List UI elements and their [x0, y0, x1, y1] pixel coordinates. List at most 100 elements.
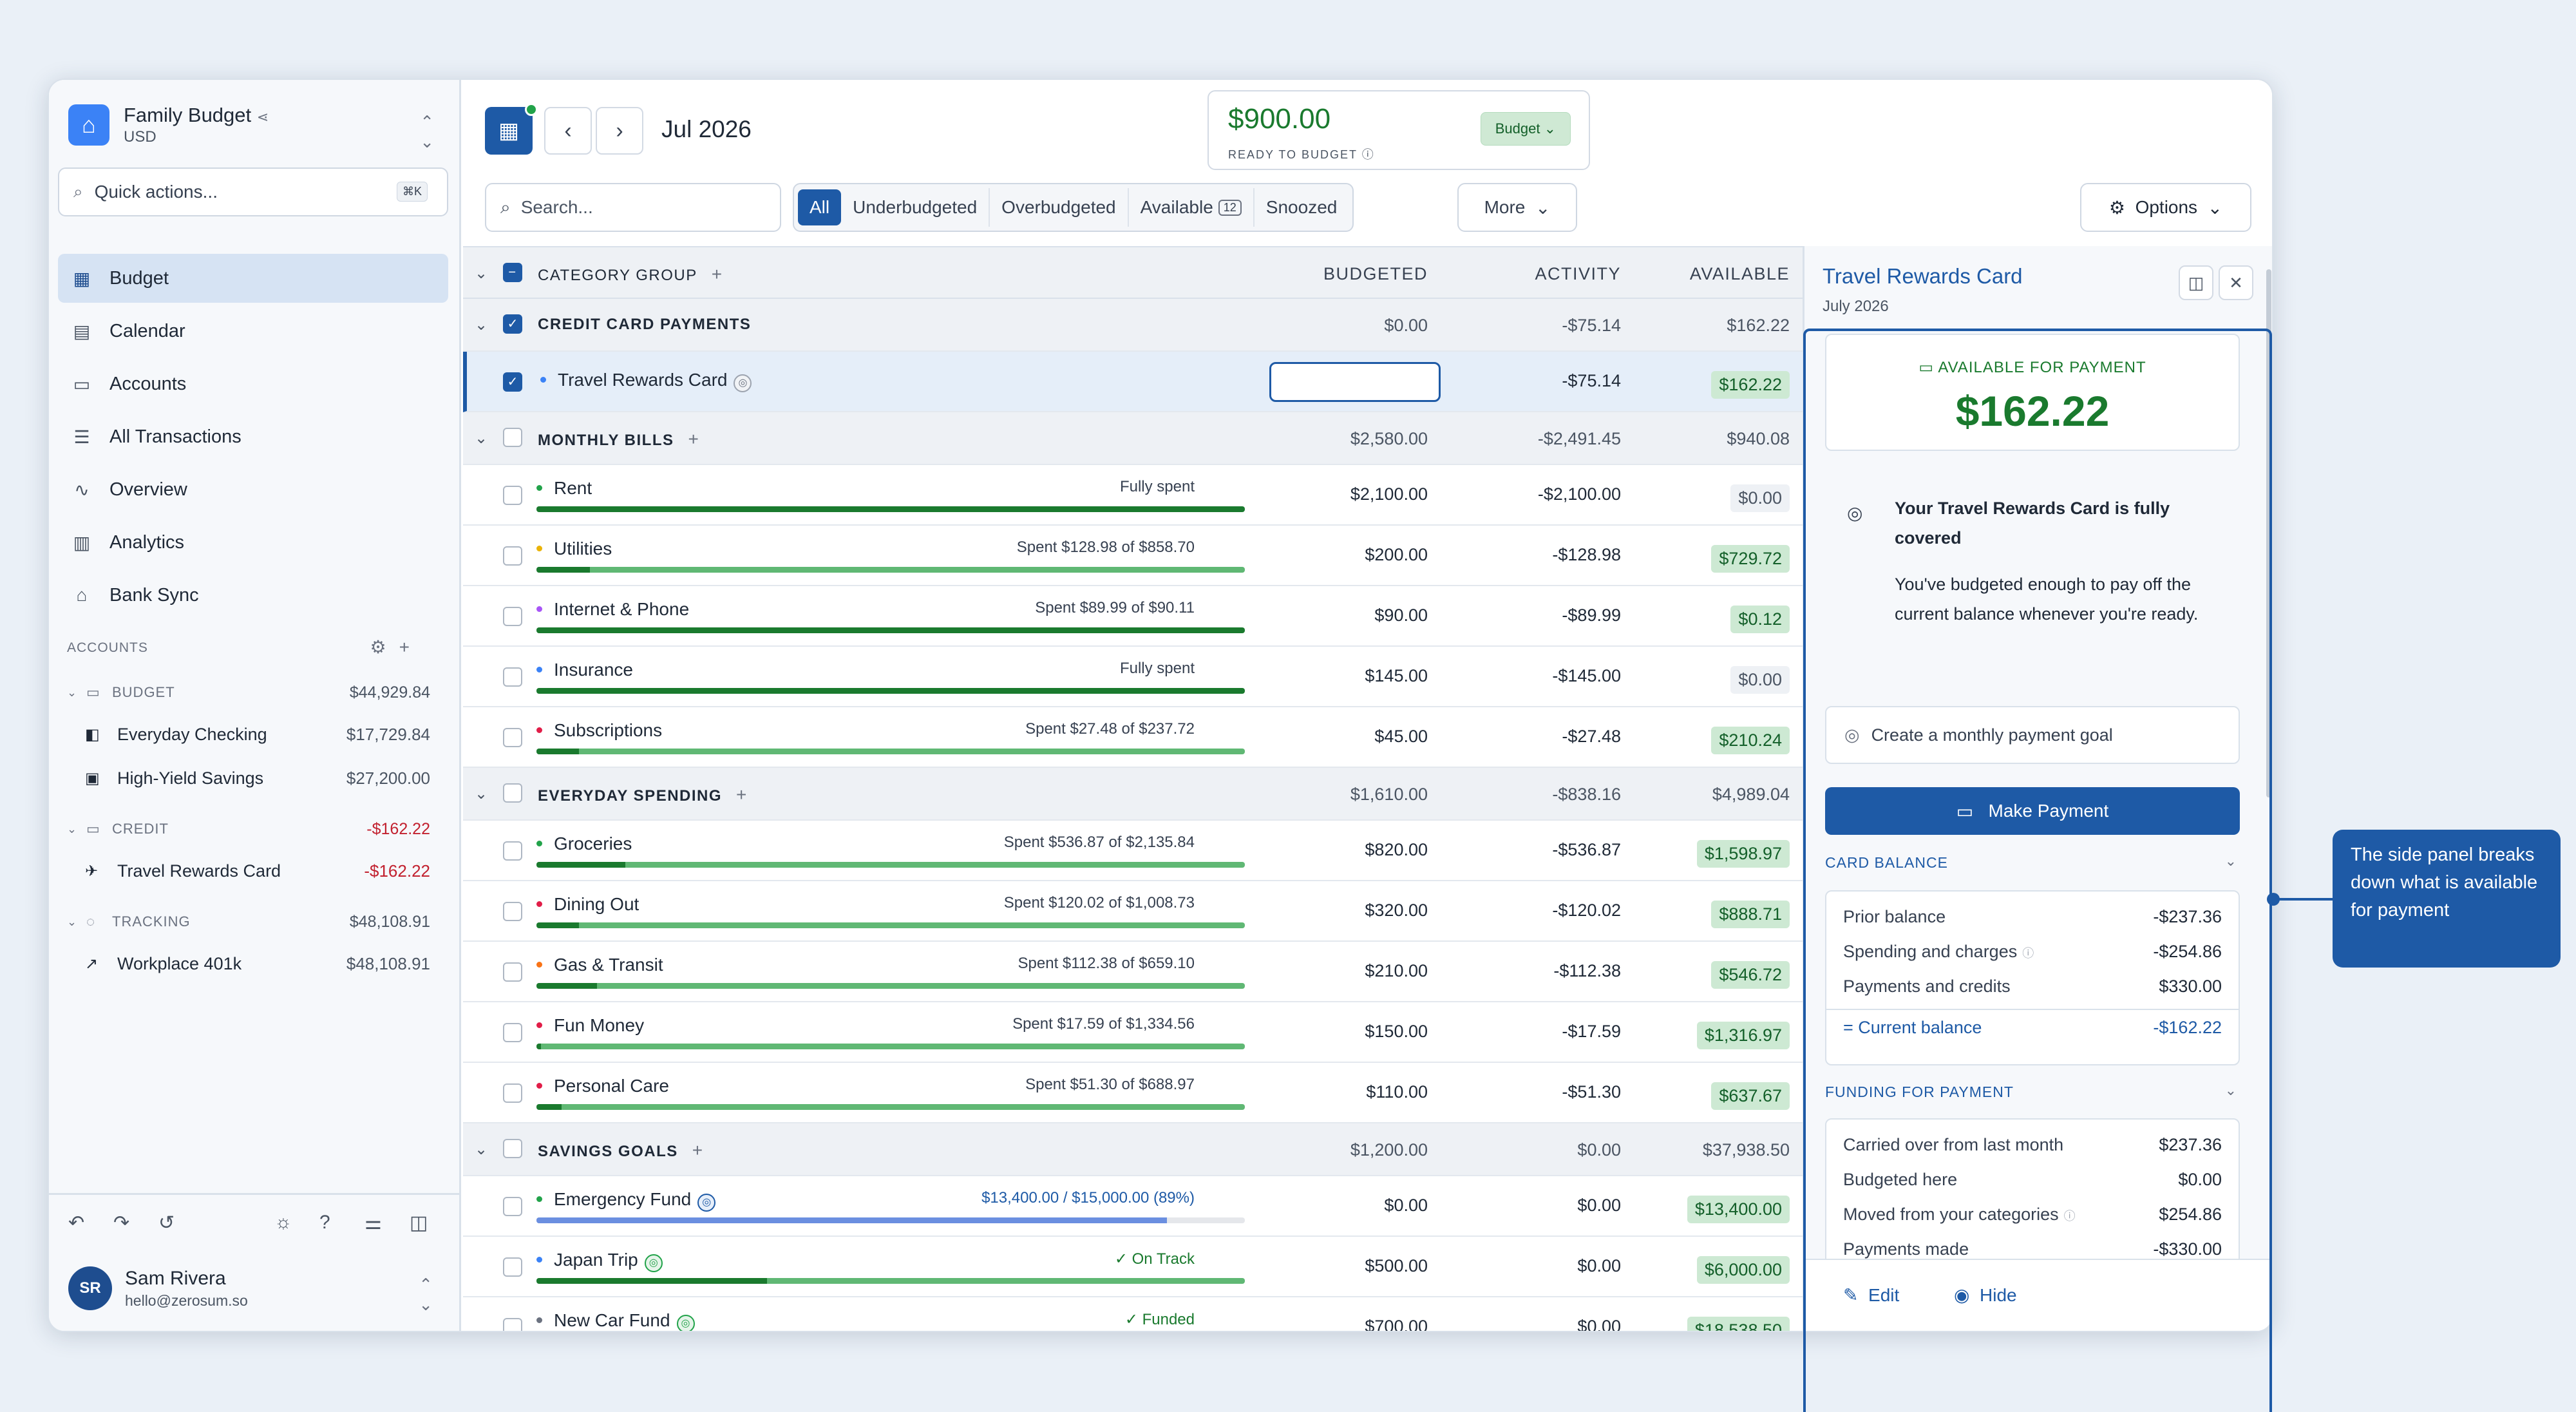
add-category-icon[interactable]: +	[692, 1140, 704, 1160]
add-account-icon[interactable]: +	[399, 637, 422, 657]
available-badge[interactable]: $637.67	[1711, 1082, 1790, 1110]
nav-item-all-transactions[interactable]: ☰ All Transactions	[58, 412, 448, 461]
category-row[interactable]: Fun Money Spent $17.59 of $1,334.56 $150.0…	[463, 1002, 1803, 1063]
group-checkbox[interactable]	[503, 783, 522, 803]
category-checkbox[interactable]	[503, 962, 522, 982]
account-group-credit[interactable]: ⌄ ▭ CREDIT -$162.22	[67, 809, 448, 849]
theme-icon[interactable]: ☼	[274, 1212, 292, 1233]
edit-button[interactable]: ✎ Edit	[1843, 1284, 1899, 1306]
category-row[interactable]: Internet & Phone Spent $89.99 of $90.11 $9…	[463, 586, 1803, 647]
category-group-row[interactable]: ⌄ MONTHLY BILLS + $2,580.00 -$2,491.45 $940.0…	[463, 412, 1803, 465]
category-row[interactable]: Subscriptions Spent $27.48 of $237.72 $45.…	[463, 707, 1803, 768]
group-checkbox[interactable]	[503, 1139, 522, 1158]
category-checkbox[interactable]	[503, 1197, 522, 1216]
target-icon[interactable]: ◎	[734, 374, 752, 392]
account-item[interactable]: ◧ Everyday Checking $17,729.84	[67, 712, 448, 756]
account-item[interactable]: ▣ High-Yield Savings $27,200.00	[67, 756, 448, 800]
chevron-down-icon[interactable]: ⌄	[475, 785, 488, 803]
redo-icon[interactable]: ↷	[113, 1212, 130, 1234]
nav-item-bank-sync[interactable]: ⌂ Bank Sync	[58, 571, 448, 620]
category-checkbox[interactable]	[503, 1318, 522, 1331]
close-icon[interactable]: ✕	[2219, 265, 2253, 300]
category-row[interactable]: Utilities Spent $128.98 of $858.70 $200.00…	[463, 526, 1803, 586]
sliders-icon[interactable]: ⚌	[365, 1212, 382, 1234]
filter-all[interactable]: All	[798, 189, 842, 225]
info-icon[interactable]: ⓘ	[1361, 148, 1375, 161]
chevron-down-icon[interactable]: ⌄	[475, 316, 488, 334]
options-button[interactable]: ⚙ Options ⌄	[2080, 183, 2251, 232]
filter-snoozed[interactable]: Snoozed	[1255, 188, 1349, 227]
panel-toggle-icon[interactable]: ◫	[410, 1212, 428, 1234]
chevron-updown-icon[interactable]: ⌃ ⌄	[420, 112, 434, 151]
undo-icon[interactable]: ↶	[68, 1212, 85, 1234]
panel-scrollbar[interactable]	[2266, 269, 2271, 797]
nav-item-accounts[interactable]: ▭ Accounts	[58, 359, 448, 408]
quick-actions-input[interactable]: ⌕ Quick actions... ⌘K	[58, 167, 448, 216]
select-all-checkbox[interactable]: −	[503, 263, 522, 282]
category-row[interactable]: Personal Care Spent $51.30 of $688.97 $110…	[463, 1063, 1803, 1123]
history-icon[interactable]: ↺	[158, 1212, 175, 1234]
card-balance-header[interactable]: CARD BALANCE ⌄	[1825, 853, 2240, 872]
workspace-switcher[interactable]: ⌂ Family Budget ⋖ USD ⌃ ⌄	[68, 99, 442, 151]
category-group-row[interactable]: ⌄ ✓ CREDIT CARD PAYMENTS $0.00 -$75.14 $162.2…	[463, 299, 1803, 352]
search-input[interactable]: ⌕ Search...	[485, 183, 781, 232]
category-row[interactable]: ✓ Travel Rewards Card ◎ -$75.14 $162.22	[463, 352, 1803, 412]
available-badge[interactable]: $0.00	[1730, 484, 1790, 512]
target-icon[interactable]: ◎	[697, 1194, 716, 1212]
settings-icon[interactable]: ⚙	[370, 637, 399, 657]
chevron-down-icon[interactable]: ⌄	[475, 430, 488, 447]
filter-overbudgeted[interactable]: Overbudgeted	[990, 188, 1129, 227]
budget-button[interactable]: Budget ⌄	[1480, 112, 1571, 146]
category-checkbox[interactable]	[503, 486, 522, 505]
budget-amount-input[interactable]	[1269, 362, 1441, 402]
category-checkbox[interactable]	[503, 667, 522, 687]
chevron-down-icon[interactable]: ⌄	[67, 685, 78, 699]
available-badge[interactable]: $0.12	[1730, 606, 1790, 633]
chevron-down-icon[interactable]: ⌄	[475, 1141, 488, 1158]
category-checkbox[interactable]	[503, 546, 522, 566]
nav-item-budget[interactable]: ▦ Budget	[58, 254, 448, 303]
account-item[interactable]: ✈ Travel Rewards Card -$162.22	[67, 849, 448, 893]
category-checkbox[interactable]: ✓	[503, 372, 522, 392]
category-row[interactable]: Groceries Spent $536.87 of $2,135.84 $820.…	[463, 821, 1803, 881]
prev-month-button[interactable]: ‹	[544, 107, 592, 155]
available-badge[interactable]: $888.71	[1711, 901, 1790, 928]
group-checkbox[interactable]	[503, 428, 522, 447]
create-goal-button[interactable]: ◎ Create a monthly payment goal	[1825, 706, 2240, 764]
category-row[interactable]: Emergency Fund ◎ $13,400.00 / $15,000.00 (…	[463, 1176, 1803, 1237]
hide-button[interactable]: ◉ Hide	[1954, 1284, 2017, 1306]
category-group-row[interactable]: ⌄ EVERYDAY SPENDING + $1,610.00 -$838.16 $4,9…	[463, 768, 1803, 821]
target-icon[interactable]: ◎	[676, 1315, 695, 1331]
calendar-button[interactable]: ▦	[485, 107, 533, 155]
available-badge[interactable]: $13,400.00	[1687, 1196, 1790, 1223]
available-badge[interactable]: $1,598.97	[1696, 840, 1790, 868]
next-month-button[interactable]: ›	[596, 107, 643, 155]
info-icon[interactable]: ⓘ	[2022, 947, 2034, 960]
category-checkbox[interactable]	[503, 728, 522, 747]
category-row[interactable]: Gas & Transit Spent $112.38 of $659.10 $21…	[463, 942, 1803, 1002]
available-badge[interactable]: $1,316.97	[1696, 1022, 1790, 1049]
account-group-budget[interactable]: ⌄ ▭ BUDGET $44,929.84	[67, 673, 448, 712]
add-group-icon[interactable]: +	[711, 264, 723, 284]
nav-item-overview[interactable]: ∿ Overview	[58, 465, 448, 514]
category-checkbox[interactable]	[503, 841, 522, 861]
category-group-row[interactable]: ⌄ SAVINGS GOALS + $1,200.00 $0.00 $37,938.50	[463, 1123, 1803, 1176]
more-button[interactable]: More ⌄	[1457, 183, 1577, 232]
available-badge[interactable]: $546.72	[1711, 961, 1790, 989]
collapse-all-icon[interactable]: ⌄	[475, 265, 489, 282]
make-payment-button[interactable]: ▭ Make Payment	[1825, 787, 2240, 835]
category-row[interactable]: Japan Trip ◎ ✓ On Track $500.00 $0.00 $6,000.…	[463, 1237, 1803, 1297]
available-badge[interactable]: $6,000.00	[1696, 1256, 1790, 1284]
category-checkbox[interactable]	[503, 1023, 522, 1042]
group-checkbox[interactable]: ✓	[503, 314, 522, 334]
available-badge[interactable]: $162.22	[1711, 371, 1790, 399]
available-badge[interactable]: $210.24	[1711, 727, 1790, 754]
expand-panel-icon[interactable]: ◫	[2179, 265, 2213, 300]
category-row[interactable]: Dining Out Spent $120.02 of $1,008.73 $320…	[463, 881, 1803, 942]
category-checkbox[interactable]	[503, 607, 522, 626]
available-badge[interactable]: $729.72	[1711, 545, 1790, 573]
funding-header[interactable]: FUNDING FOR PAYMENT ⌄	[1825, 1082, 2240, 1101]
chevron-down-icon[interactable]: ⌄	[67, 915, 78, 928]
add-category-icon[interactable]: +	[688, 429, 700, 449]
filter-available[interactable]: Available 12	[1129, 188, 1255, 227]
